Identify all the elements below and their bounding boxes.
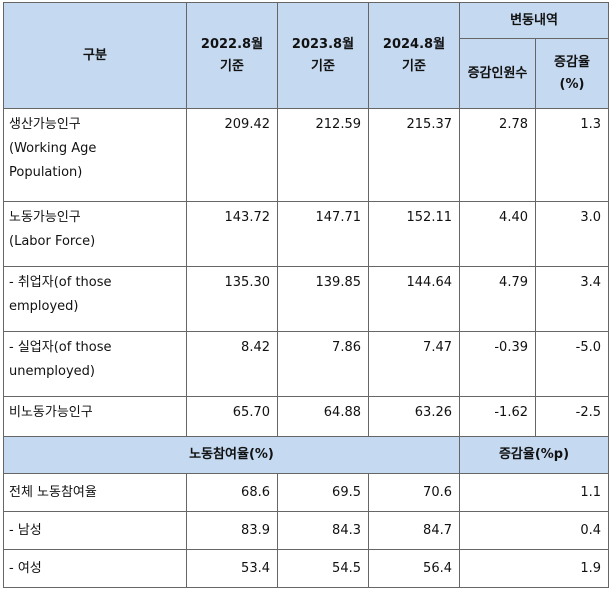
row-label: - 남성: [3, 511, 187, 550]
header-2022-line1: 2022.8월: [200, 36, 264, 52]
row-label-line: employed): [9, 299, 79, 314]
row-label-line: (Labor Force): [9, 234, 96, 249]
cell-change-rate: 1.3: [535, 108, 609, 202]
cell-2023: 139.85: [277, 266, 369, 332]
table-row: 비노동가능인구 65.70 64.88 63.26 -1.62 -2.5: [3, 396, 609, 437]
row-label-line: - 취업자(of those: [9, 275, 112, 290]
cell-change-count: 2.78: [459, 108, 536, 202]
section2-title: 노동참여율(%): [3, 436, 460, 474]
cell-2022: 65.70: [186, 396, 278, 437]
cell-2023: 7.86: [277, 331, 369, 397]
cell-2023: 69.5: [277, 473, 369, 512]
header-change: 변동내역: [459, 2, 609, 39]
header-2024-line2: 기준: [402, 58, 426, 74]
cell-2024: 215.37: [368, 108, 460, 202]
header-category: 구분: [3, 2, 187, 109]
cell-2024: 70.6: [368, 473, 460, 512]
row-label: 비노동가능인구: [3, 396, 187, 437]
cell-2023: 212.59: [277, 108, 369, 202]
table-row: 전체 노동참여율 68.6 69.5 70.6 1.1: [3, 473, 609, 512]
row-label-line: 노동가능인구: [9, 210, 81, 225]
row-label-line: unemployed): [9, 364, 95, 379]
table-row: - 남성 83.9 84.3 84.7 0.4: [3, 511, 609, 550]
cell-2022: 53.4: [186, 549, 278, 588]
row-label: - 취업자(of those employed): [3, 266, 187, 332]
row-label: 노동가능인구 (Labor Force): [3, 201, 187, 267]
row-label: 생산가능인구 (Working Age Population): [3, 108, 187, 202]
cell-2024: 56.4: [368, 549, 460, 588]
header-change-rate-line1: 증감율: [554, 54, 590, 70]
header-change-count: 증감인원수: [459, 38, 536, 109]
cell-2024: 7.47: [368, 331, 460, 397]
header-2022: 2022.8월 기준: [186, 2, 278, 109]
cell-2023: 147.71: [277, 201, 369, 267]
cell-2024: 144.64: [368, 266, 460, 332]
cell-2022: 143.72: [186, 201, 278, 267]
cell-change-rate: -5.0: [535, 331, 609, 397]
cell-change-rate: 3.4: [535, 266, 609, 332]
cell-2023: 84.3: [277, 511, 369, 550]
cell-change-rate: 1.1: [459, 473, 609, 512]
row-label: 전체 노동참여율: [3, 473, 187, 512]
row-label: - 실업자(of those unemployed): [3, 331, 187, 397]
cell-2023: 64.88: [277, 396, 369, 437]
cell-change-count: -0.39: [459, 331, 536, 397]
row-label-line: (Working Age: [9, 141, 97, 156]
row-label-line: - 실업자(of those: [9, 340, 112, 355]
cell-change-count: 4.40: [459, 201, 536, 267]
header-2023-line2: 기준: [311, 58, 335, 74]
cell-2022: 68.6: [186, 473, 278, 512]
cell-change-rate: 0.4: [459, 511, 609, 550]
cell-2024: 63.26: [368, 396, 460, 437]
cell-change-count: -1.62: [459, 396, 536, 437]
cell-2022: 8.42: [186, 331, 278, 397]
table-row: - 실업자(of those unemployed) 8.42 7.86 7.4…: [3, 331, 609, 397]
header-2023-line1: 2023.8월: [291, 36, 355, 52]
header-2022-line2: 기준: [220, 58, 244, 74]
cell-2024: 152.11: [368, 201, 460, 267]
cell-2023: 54.5: [277, 549, 369, 588]
cell-2022: 209.42: [186, 108, 278, 202]
table-row: 노동가능인구 (Labor Force) 143.72 147.71 152.1…: [3, 201, 609, 267]
table-row: - 여성 53.4 54.5 56.4 1.9: [3, 549, 609, 588]
cell-change-rate: 1.9: [459, 549, 609, 588]
cell-change-count: 4.79: [459, 266, 536, 332]
table-row: - 취업자(of those employed) 135.30 139.85 1…: [3, 266, 609, 332]
header-2023: 2023.8월 기준: [277, 2, 369, 109]
header-2024: 2024.8월 기준: [368, 2, 460, 109]
row-label: - 여성: [3, 549, 187, 588]
cell-2022: 83.9: [186, 511, 278, 550]
cell-change-rate: 3.0: [535, 201, 609, 267]
cell-2022: 135.30: [186, 266, 278, 332]
header-change-rate-line2: (%): [559, 76, 585, 92]
row-label-line: Population): [9, 165, 83, 180]
cell-change-rate: -2.5: [535, 396, 609, 437]
header-change-rate: 증감율 (%): [535, 38, 609, 109]
cell-2024: 84.7: [368, 511, 460, 550]
population-table: 구분 2022.8월 기준 2023.8월 기준 2024.8월 기준 변동내역…: [3, 2, 609, 588]
header-2024-line1: 2024.8월: [382, 36, 446, 52]
table-row: 생산가능인구 (Working Age Population) 209.42 2…: [3, 108, 609, 202]
section2-change-title: 증감율(%p): [459, 436, 609, 474]
row-label-line: 생산가능인구: [9, 117, 81, 132]
